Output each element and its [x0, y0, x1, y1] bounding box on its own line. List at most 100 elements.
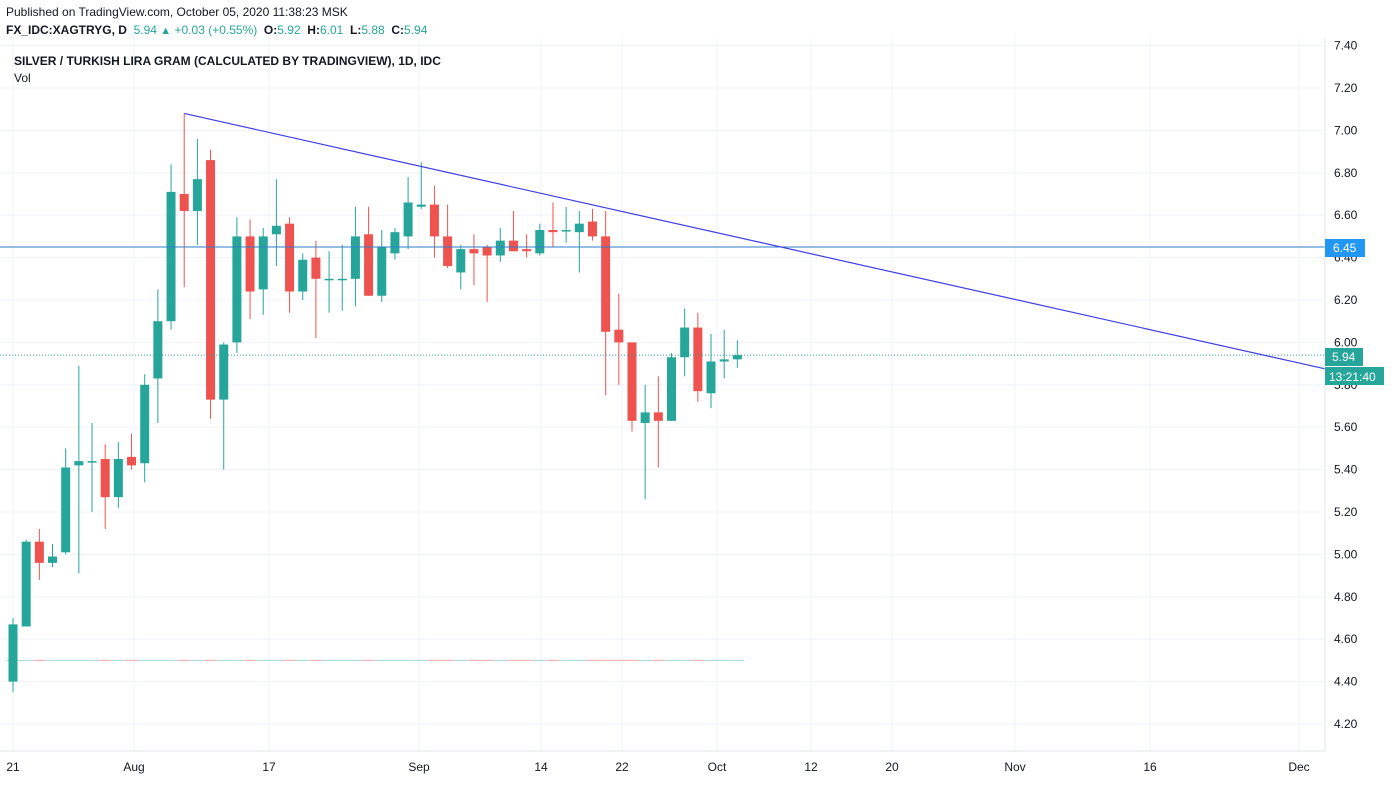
low-label: L: — [350, 23, 362, 37]
price-tick-label: 5.00 — [1334, 547, 1358, 561]
candle-body — [680, 327, 690, 358]
candle-body — [285, 223, 295, 292]
candle-body — [337, 278, 347, 281]
candle-body — [627, 342, 637, 421]
price-tick-label: 6.00 — [1334, 335, 1358, 349]
candle-body — [113, 459, 123, 498]
candle-body — [456, 249, 466, 273]
high-label: H: — [307, 23, 320, 37]
legend-title: SILVER / TURKISH LIRA GRAM (CALCULATED B… — [14, 54, 441, 68]
candle-body — [601, 236, 611, 332]
candle-body — [561, 230, 571, 232]
candle-body — [443, 236, 453, 267]
level-price-label: 6.45 — [1333, 241, 1357, 255]
ohlc-header: FX_IDC:XAGTRYG, D 5.94 ▲ +0.03 (+0.55%) … — [6, 23, 427, 37]
candle-body — [377, 247, 387, 296]
candle-body — [61, 467, 71, 553]
time-tick-label: Sep — [408, 760, 430, 774]
time-tick-label: 20 — [885, 760, 899, 774]
candle-body — [574, 223, 584, 233]
candle-body — [206, 160, 216, 400]
candle-body — [522, 249, 532, 252]
candle-body — [693, 327, 703, 392]
candle-body — [48, 556, 58, 563]
candle-body — [653, 412, 663, 421]
drawings — [0, 112, 1326, 370]
price-tick-label: 7.00 — [1334, 123, 1358, 137]
candle-body — [324, 278, 334, 281]
time-tick-label: 16 — [1143, 760, 1157, 774]
close-label: C: — [391, 23, 405, 37]
candle-body — [232, 236, 242, 343]
candle-body — [548, 230, 558, 233]
candle-body — [166, 191, 176, 322]
candle-body — [403, 202, 413, 237]
change-value: +0.03 (+0.55%) — [174, 23, 258, 37]
candle-body — [482, 247, 492, 256]
candle-body — [719, 359, 729, 362]
up-triangle-icon: ▲ — [160, 25, 172, 37]
symbol-label: FX_IDC:XAGTRYG, D — [6, 23, 127, 37]
candle-body — [298, 259, 308, 292]
price-tick-label: 4.40 — [1334, 675, 1358, 689]
countdown-badge — [1325, 367, 1384, 385]
time-tick-label: 21 — [6, 760, 20, 774]
price-tick-label: 7.20 — [1334, 81, 1358, 95]
price-axis-background[interactable] — [1325, 38, 1396, 751]
price-tick-label: 6.20 — [1334, 293, 1358, 307]
time-tick-label: Dec — [1288, 760, 1309, 774]
time-tick-label: 14 — [534, 760, 548, 774]
open-value: 5.92 — [277, 23, 301, 37]
countdown-label: 13:21:40 — [1329, 370, 1376, 384]
candle-body — [614, 329, 624, 343]
candle-body — [153, 321, 163, 379]
price-tick-label: 7.40 — [1334, 39, 1358, 53]
candle-body — [429, 204, 439, 237]
candle-body — [192, 179, 202, 211]
last-price-badge — [1325, 348, 1363, 366]
candle-body — [587, 221, 597, 237]
time-axis-background[interactable] — [0, 751, 1325, 786]
candle-body — [535, 230, 545, 254]
candle-body — [219, 344, 229, 400]
legend-volume: Vol — [14, 71, 31, 85]
candle-body — [469, 249, 479, 254]
candle-body — [140, 384, 150, 464]
high-value: 6.01 — [319, 23, 344, 37]
price-tick-label: 4.60 — [1334, 632, 1358, 646]
candle-body — [245, 236, 255, 292]
time-tick-label: 12 — [804, 760, 818, 774]
candle-body — [495, 240, 505, 256]
grid — [0, 38, 1325, 751]
price-tick-label: 4.80 — [1334, 590, 1358, 604]
last-price-label: 5.94 — [1332, 350, 1356, 364]
candle-body — [100, 459, 110, 498]
low-value: 5.88 — [361, 23, 385, 37]
candle-body — [350, 236, 360, 279]
downtrend-line — [184, 112, 1326, 370]
last-price: 5.94 — [133, 23, 157, 37]
time-tick-label: 22 — [615, 760, 629, 774]
candle-body — [311, 257, 321, 279]
price-tick-label: 5.20 — [1334, 505, 1358, 519]
candle-body — [87, 461, 97, 463]
candle-body — [8, 624, 18, 682]
candle-body — [416, 204, 426, 207]
candle-body — [258, 236, 268, 290]
price-badges: 6.45 5.94 13:21:40 — [1325, 239, 1384, 385]
candle-body — [390, 232, 400, 254]
price-tick-label: 6.80 — [1334, 166, 1358, 180]
candle-body — [271, 225, 281, 235]
candle-body — [364, 234, 374, 296]
time-tick-label: Oct — [708, 760, 727, 774]
time-axis-ticks: 21 Aug 17 Sep 14 22 Oct 12 20 Nov 16 Dec — [6, 760, 1309, 774]
time-tick-label: 17 — [262, 760, 276, 774]
price-tick-label: 6.60 — [1334, 208, 1358, 222]
level-price-badge — [1325, 239, 1365, 257]
candle-body — [21, 541, 31, 627]
candle-body — [667, 357, 676, 421]
published-caption: Published on TradingView.com, October 05… — [6, 5, 348, 19]
candle-body — [74, 461, 84, 466]
time-tick-label: Aug — [123, 760, 144, 774]
